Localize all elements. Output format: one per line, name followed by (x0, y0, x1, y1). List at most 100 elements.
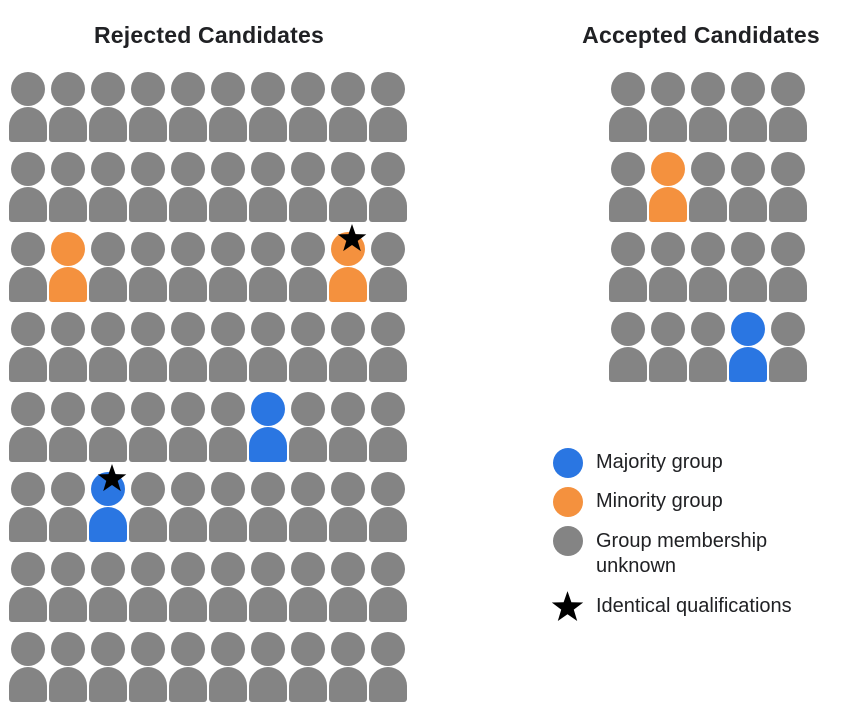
person-icon-unknown (608, 312, 648, 382)
person-body (649, 347, 687, 382)
person-icon-unknown (48, 472, 88, 542)
person-head (11, 552, 45, 586)
person-icon-unknown (648, 232, 688, 302)
person-body (289, 267, 327, 302)
person-body (9, 587, 47, 622)
person-body (329, 667, 367, 702)
person-icon-unknown (88, 232, 128, 302)
person-icon-unknown (648, 312, 688, 382)
person-body (329, 507, 367, 542)
person-body (729, 347, 767, 382)
person-icon-minority (648, 152, 688, 222)
person-head (51, 392, 85, 426)
person-body (9, 187, 47, 222)
person-head (331, 552, 365, 586)
person-icon-unknown (48, 312, 88, 382)
person-icon-unknown (48, 632, 88, 702)
person-head (371, 152, 405, 186)
person-body (129, 347, 167, 382)
person-head (211, 632, 245, 666)
person-head (651, 232, 685, 266)
person-icon-unknown (208, 392, 248, 462)
person-body (209, 187, 247, 222)
person-icon-unknown (288, 552, 328, 622)
person-icon-unknown (168, 152, 208, 222)
person-body (729, 187, 767, 222)
person-body (249, 107, 287, 142)
person-body (129, 667, 167, 702)
person-head (131, 152, 165, 186)
person-icon-unknown (328, 312, 368, 382)
person-head (251, 632, 285, 666)
person-head (91, 392, 125, 426)
person-icon-unknown (208, 232, 248, 302)
person-body (209, 427, 247, 462)
person-icon-unknown (208, 72, 248, 142)
person-head (731, 152, 765, 186)
person-body (49, 427, 87, 462)
person-icon-unknown (128, 152, 168, 222)
person-head (251, 152, 285, 186)
person-body (329, 427, 367, 462)
person-icon-unknown (728, 152, 768, 222)
person-head (171, 632, 205, 666)
person-icon-unknown (288, 392, 328, 462)
person-body (209, 107, 247, 142)
person-icon-unknown (288, 312, 328, 382)
person-icon-unknown (288, 632, 328, 702)
person-body (329, 267, 367, 302)
person-icon-majority (728, 312, 768, 382)
person-icon-unknown (328, 472, 368, 542)
person-icon-unknown (48, 152, 88, 222)
person-icon-unknown (208, 552, 248, 622)
person-icon-unknown (168, 392, 208, 462)
person-body (169, 667, 207, 702)
person-icon-unknown (8, 392, 48, 462)
person-body (609, 107, 647, 142)
person-body (769, 187, 807, 222)
person-head (611, 232, 645, 266)
person-icon-unknown (128, 552, 168, 622)
person-head (251, 232, 285, 266)
person-icon-unknown (8, 472, 48, 542)
person-body (89, 667, 127, 702)
person-body (49, 267, 87, 302)
person-head (771, 152, 805, 186)
rejected-candidates-grid (8, 72, 410, 704)
person-body (609, 267, 647, 302)
person-head (171, 472, 205, 506)
person-icon-unknown (328, 552, 368, 622)
person-icon-unknown (288, 72, 328, 142)
person-head (11, 312, 45, 346)
person-icon-unknown (368, 152, 408, 222)
person-icon-unknown (368, 632, 408, 702)
person-icon-unknown (368, 472, 408, 542)
person-head (371, 552, 405, 586)
person-icon-unknown (88, 312, 128, 382)
minority-group-swatch (553, 487, 583, 517)
person-body (89, 187, 127, 222)
person-icon-unknown (288, 472, 328, 542)
person-head (11, 72, 45, 106)
person-head (211, 392, 245, 426)
accepted-candidates-grid (608, 72, 810, 384)
accepted-candidates-title: Accepted Candidates (582, 22, 820, 48)
person-head (91, 152, 125, 186)
person-body (209, 507, 247, 542)
person-body (369, 347, 407, 382)
person-body (369, 107, 407, 142)
person-icon-unknown (128, 312, 168, 382)
person-icon-unknown (88, 552, 128, 622)
person-icon-unknown (168, 552, 208, 622)
person-body (89, 507, 127, 542)
person-head (171, 552, 205, 586)
person-body (249, 187, 287, 222)
person-body (89, 267, 127, 302)
person-head (611, 152, 645, 186)
person-icon-unknown (768, 312, 808, 382)
person-body (289, 667, 327, 702)
person-head (611, 72, 645, 106)
legend: Majority group Minority group Group memb… (551, 448, 853, 628)
person-head (211, 552, 245, 586)
person-body (689, 187, 727, 222)
